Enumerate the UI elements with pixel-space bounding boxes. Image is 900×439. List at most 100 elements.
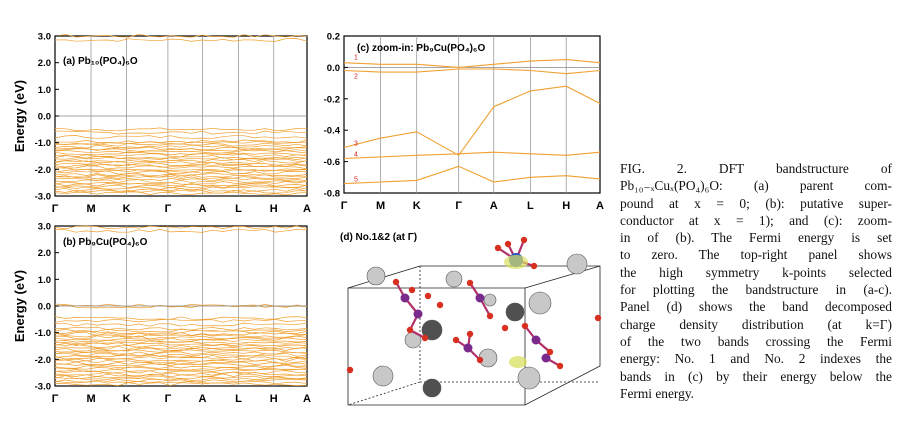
panel-c-zoom-in: (c) zoom-in: Pb₉Cu(PO₄)₆O 1 2 3 4 5 0.2 0.0 -0…	[324, 32, 604, 213]
pb-atom	[517, 366, 541, 390]
y-tick-label: 1.0	[38, 275, 51, 286]
band-line	[54, 144, 308, 149]
band-line	[54, 160, 308, 165]
kpoint-tick-label: M	[376, 200, 385, 212]
kpoint-tick-label: L	[235, 393, 242, 405]
band-index-label: 4	[354, 151, 358, 158]
band-line	[54, 149, 308, 154]
y-tick-label: 1.0	[38, 85, 51, 96]
band-line	[54, 364, 308, 369]
kpoint-tick-label: Γ	[455, 200, 462, 212]
band-line	[54, 340, 308, 345]
band-index-label: 3	[354, 140, 358, 147]
kpoint-tick-label: A	[198, 203, 206, 215]
o-atom	[486, 312, 494, 320]
pb-atom	[528, 291, 552, 315]
o-atom	[556, 362, 564, 370]
o-atom	[594, 314, 602, 322]
o-atom	[521, 322, 529, 330]
panel-a-ylabel: Energy (eV)	[12, 80, 27, 152]
p-atom	[541, 353, 551, 363]
kpoint-tick-label: A	[303, 393, 311, 405]
band-line	[54, 191, 308, 196]
band-line	[54, 158, 308, 163]
band-line	[54, 130, 308, 135]
figure-caption: FIG. 2. DFT bandstructure of Pb₁₀₋ₓCuₓ(P…	[620, 160, 892, 402]
band-line	[54, 175, 308, 180]
y-tick-label: 0.0	[38, 302, 51, 313]
y-tick-label: -1.0	[35, 138, 51, 149]
caption-line: FIG. 2. DFT bandstructure of	[620, 161, 892, 176]
band-line	[54, 316, 308, 320]
caption-line: to zero. The top-right panel shows	[620, 247, 892, 263]
band-line	[54, 356, 308, 360]
o-atom	[466, 279, 474, 287]
band-line	[54, 34, 308, 38]
o-atom	[504, 240, 512, 248]
band-line	[54, 378, 308, 383]
band-1	[343, 59, 601, 68]
band-5	[343, 165, 601, 185]
caption-line: of the two bands crossing the Fermi	[620, 333, 892, 349]
kpoint-tick-label: A	[490, 200, 498, 212]
band-line	[54, 139, 308, 144]
o-atom	[466, 330, 474, 338]
kpoint-tick-label: A	[198, 393, 206, 405]
band-line	[54, 179, 308, 184]
band-line	[54, 345, 308, 350]
o-atom	[476, 356, 484, 364]
band-line	[54, 344, 308, 348]
band-line	[54, 148, 308, 152]
y-tick-label: -2.0	[35, 165, 51, 176]
band-line	[54, 361, 308, 366]
band-line	[54, 322, 308, 327]
pb-atom	[372, 365, 394, 387]
pb-atom	[445, 270, 463, 288]
kpoint-tick-label: A	[303, 203, 311, 215]
band-line	[54, 135, 308, 139]
kpoint-tick-label: Γ	[52, 393, 59, 405]
caption-line: for plotting the bandstructure in (a-c).	[620, 282, 892, 298]
band-line	[55, 141, 308, 145]
y-tick-label: -0.4	[324, 126, 341, 137]
band-line	[54, 187, 308, 192]
y-tick-label: 3.0	[38, 32, 51, 43]
y-tick-label: 2.0	[38, 58, 51, 69]
band-line	[54, 377, 308, 381]
band-line	[54, 151, 308, 156]
y-tick-label: 0.2	[327, 32, 340, 43]
figure-canvas: (a) Pb₁₀(PO₄)₆O 3.0 2.0 1.0 0.0 -1.0 -2.0 -3.0…	[12, 32, 604, 406]
kpoint-tick-label: K	[413, 200, 421, 212]
charge-density-isosurface	[504, 255, 528, 269]
o-atom	[421, 334, 429, 342]
panel-b-band-structure: (b) Pb₉Cu(PO₄)₆O 3.0 2.0 1.0 0.0 -1.0 -2.0 -3.…	[12, 222, 311, 406]
p-atom	[463, 343, 473, 353]
band-line	[54, 153, 308, 158]
band-line	[54, 189, 308, 194]
y-tick-label: -3.0	[35, 382, 51, 393]
band-line	[54, 358, 308, 362]
panel-b-ylabel: Energy (eV)	[12, 270, 27, 342]
panel-c-label: (c) zoom-in: Pb₉Cu(PO₄)₆O	[357, 43, 485, 54]
band-line	[54, 142, 308, 147]
y-tick-label: -0.8	[324, 189, 340, 200]
y-tick-label: 3.0	[38, 222, 51, 233]
band-line	[54, 359, 308, 364]
o-atom	[408, 286, 416, 294]
caption-line: the high symmetry k-points selected	[620, 264, 892, 280]
band-line	[54, 318, 308, 323]
y-tick-label: 0.0	[38, 112, 51, 123]
band-index-label: 1	[354, 55, 358, 62]
band-line	[54, 349, 308, 354]
panel-b-label: (b) Pb₉Cu(PO₄)₆O	[63, 237, 148, 248]
pb-atom	[566, 253, 588, 275]
band-line	[54, 38, 308, 42]
band-line	[54, 382, 308, 387]
band-line	[54, 380, 308, 385]
pb-atom	[421, 319, 443, 341]
y-tick-label: 2.0	[38, 248, 51, 259]
kpoint-tick-label: Γ	[165, 203, 172, 215]
pb-atom	[422, 378, 442, 398]
band-line	[54, 157, 308, 161]
kpoint-tick-label: H	[562, 200, 570, 212]
